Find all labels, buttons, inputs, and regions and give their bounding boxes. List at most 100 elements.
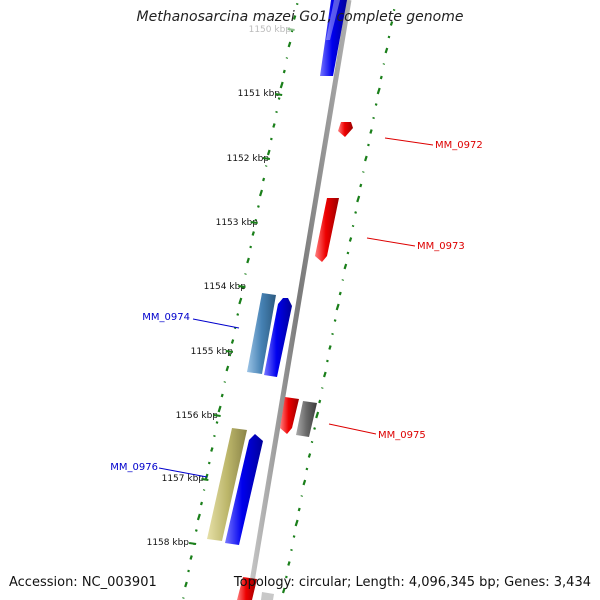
- gc-skew-dot: [281, 587, 286, 594]
- axis-tick-mark: [213, 414, 221, 417]
- gc-skew-dot: [315, 411, 320, 419]
- axis-tick-mark: [188, 542, 197, 545]
- gc-skew-dot: [199, 501, 204, 506]
- gc-skew-dot: [210, 447, 214, 452]
- gc-skew-dot: [249, 245, 253, 249]
- gc-skew-track-outer: [281, 8, 396, 594]
- axis-tick-mark: [250, 221, 258, 224]
- gene-label-mm-0975[interactable]: MM_0975: [378, 430, 426, 441]
- gc-skew-dot: [305, 467, 309, 471]
- gene-label-mm-0976[interactable]: MM_0976: [110, 462, 158, 473]
- blast-hit-mm-0974[interactable]: [247, 293, 276, 374]
- gc-skew-dot: [292, 535, 296, 538]
- gc-skew-dot: [220, 393, 224, 398]
- gc-skew-dot: [282, 69, 286, 74]
- cds-mm-0972[interactable]: [338, 122, 353, 137]
- gc-skew-dot: [196, 513, 201, 521]
- tick-label: 1150 kbp: [249, 25, 292, 35]
- gc-skew-dot: [238, 297, 243, 305]
- gc-skew-dot: [307, 453, 312, 458]
- gc-skew-dot: [285, 575, 288, 579]
- gc-skew-dot: [326, 359, 329, 363]
- gc-skew-dot: [389, 21, 394, 26]
- gene-label-mm-0973[interactable]: MM_0973: [417, 241, 465, 252]
- axis-tick-mark: [275, 93, 283, 96]
- cds-mm-0975[interactable]: [280, 397, 299, 434]
- gc-skew-dot: [294, 519, 299, 527]
- gc-skew-dot: [318, 399, 322, 404]
- gc-skew-dot: [313, 427, 316, 430]
- axis-ticks: 1150 kbp 1151 kbp 1152 kbp 1153 kbp 1154…: [147, 25, 292, 548]
- axis-tick-mark: [238, 285, 246, 288]
- leader-line-mm-0972: [384, 137, 434, 146]
- gc-skew-dot: [279, 81, 284, 89]
- gc-skew-dot: [346, 251, 350, 255]
- gc-skew-dot: [292, 15, 297, 20]
- gc-skew-dot: [322, 371, 327, 378]
- tick-label: 1156 kbp: [176, 411, 219, 421]
- cds-mm-0976[interactable]: [225, 434, 263, 545]
- gc-skew-dot: [287, 41, 292, 48]
- gc-skew-dot: [262, 177, 266, 182]
- gene-label-mm-0972[interactable]: MM_0972: [435, 140, 483, 151]
- gc-skew-dot: [348, 237, 353, 242]
- genome-backbone: [246, 0, 352, 600]
- topology-label: Topology: circular; Length: 4,096,345 bp…: [233, 575, 591, 590]
- rna-feature[interactable]: [296, 401, 317, 437]
- gc-skew-dot: [266, 149, 271, 156]
- gc-skew-dot: [328, 345, 332, 350]
- gc-skew-dot: [376, 87, 381, 95]
- gc-skew-dot: [194, 529, 198, 532]
- gc-skew-dot: [228, 353, 232, 357]
- gc-skew-dot: [356, 195, 361, 203]
- gc-skew-dot: [387, 35, 391, 39]
- cds-forward-top-highlight: [326, 0, 340, 40]
- gc-skew-dot: [379, 75, 383, 80]
- tick-label: 1157 kbp: [162, 474, 205, 484]
- gc-skew-track-inner: [182, 2, 299, 599]
- cds-bottom-gray[interactable]: [261, 592, 274, 600]
- gc-skew-dot: [187, 569, 190, 573]
- gene-label-mm-0974[interactable]: MM_0974: [142, 312, 190, 323]
- leader-line-mm-0973: [366, 237, 416, 247]
- cds-reverse-bottom[interactable]: [237, 577, 257, 600]
- tick-label: 1154 kbp: [204, 282, 247, 292]
- gc-skew-dot: [215, 421, 219, 424]
- gene-labels: MM_0972 MM_0973 MM_0974 MM_0975 MM_0976: [110, 137, 483, 478]
- gc-skew-dot: [230, 339, 235, 344]
- gc-skew-dot: [333, 319, 337, 322]
- gc-skew-dot: [367, 143, 370, 147]
- gc-skew-dot: [251, 231, 255, 236]
- gc-skew-dot: [302, 479, 307, 486]
- gc-skew-dot: [259, 189, 264, 197]
- gc-skew-dot: [374, 103, 378, 106]
- leader-line-mm-0975: [328, 423, 377, 435]
- tick-label: 1155 kbp: [191, 347, 234, 357]
- blast-hit-mm-0976[interactable]: [207, 428, 247, 541]
- feature-track: [207, 0, 353, 600]
- gc-skew-dot: [272, 123, 276, 128]
- tick-label: 1153 kbp: [216, 218, 259, 228]
- gc-skew-dot: [236, 313, 240, 316]
- gc-skew-dot: [277, 97, 281, 100]
- gc-skew-dot: [207, 461, 211, 465]
- gc-skew-dot: [257, 205, 260, 208]
- gc-skew-dot: [335, 303, 340, 311]
- gc-skew-dot: [343, 263, 348, 270]
- axis-tick-mark: [262, 157, 271, 160]
- tick-label: 1158 kbp: [147, 538, 190, 548]
- accession-label: Accession: NC_003901: [9, 575, 157, 590]
- axis-tick-mark: [225, 350, 234, 353]
- gc-skew-dot: [217, 405, 222, 413]
- gc-skew-dot: [269, 137, 273, 141]
- leader-line-mm-0974: [192, 318, 240, 329]
- cds-mm-0974[interactable]: [264, 298, 292, 377]
- cds-mm-0973[interactable]: [315, 198, 339, 262]
- gc-skew-dot: [338, 291, 342, 296]
- cds-forward-top[interactable]: [320, 0, 347, 76]
- gc-skew-dot: [189, 555, 193, 560]
- gc-skew-dot: [359, 183, 363, 188]
- tick-label: 1152 kbp: [227, 154, 270, 164]
- gc-skew-dot: [297, 507, 301, 512]
